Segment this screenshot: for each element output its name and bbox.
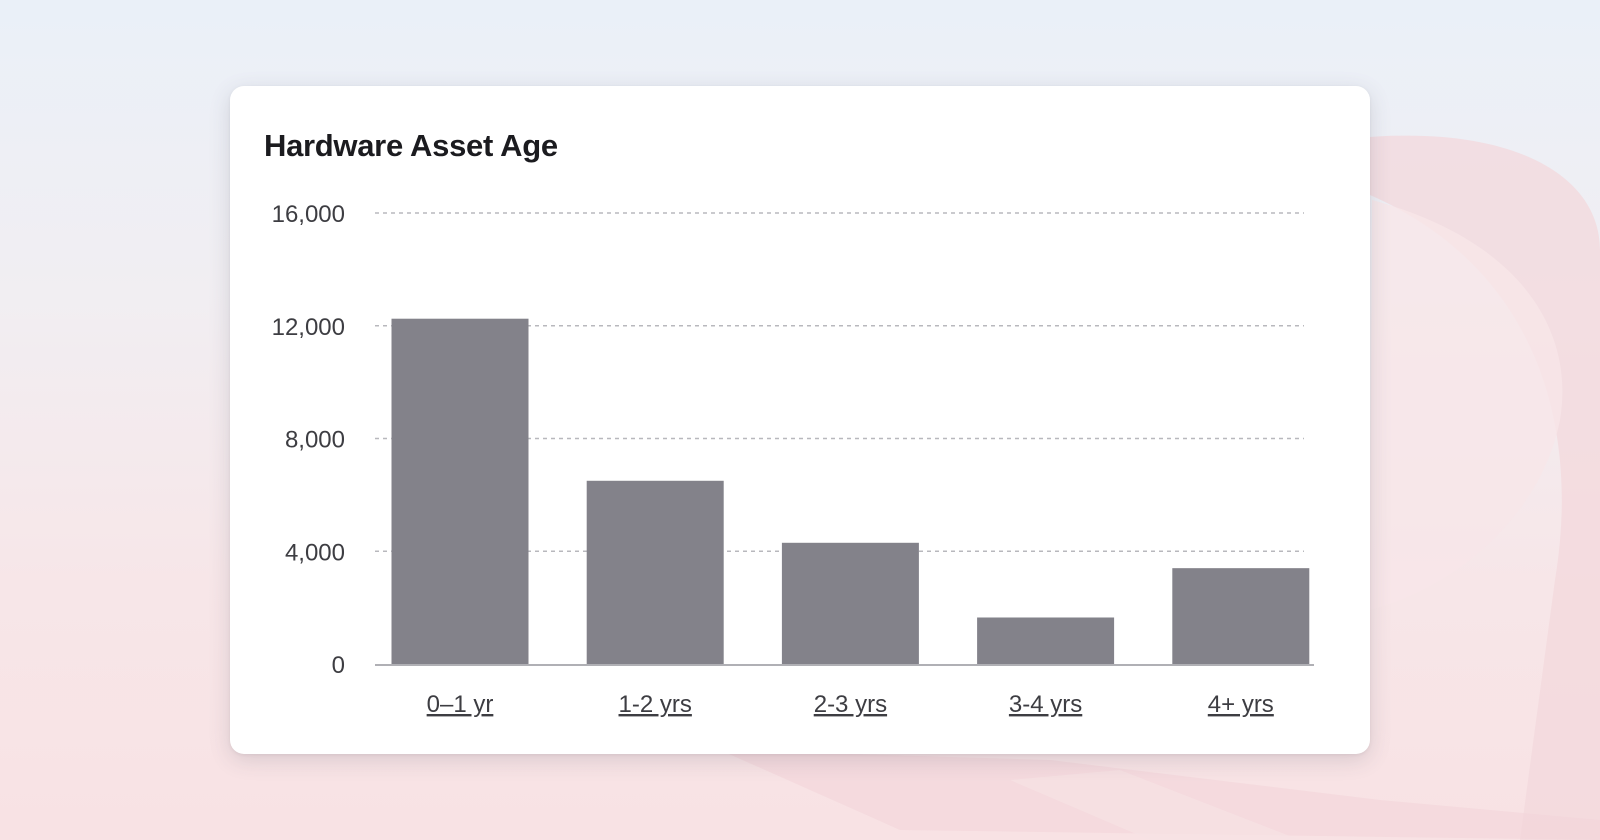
y-tick-label: 12,000 [272, 314, 345, 341]
x-category-label[interactable]: 0–1 yr [427, 691, 494, 718]
bar-chart: 0 4,000 8,000 12,000 16,000 0–1 yr 1-2 yrs 2-3… [272, 201, 1314, 718]
x-category-label[interactable]: 2-3 yrs [814, 691, 887, 718]
bar[interactable] [1172, 568, 1310, 664]
bar[interactable] [977, 617, 1115, 664]
y-tick-label: 4,000 [285, 539, 345, 566]
y-tick-label: 8,000 [285, 427, 345, 454]
x-category-label[interactable]: 3-4 yrs [1009, 691, 1082, 718]
bar[interactable] [391, 318, 529, 664]
bar[interactable] [586, 480, 724, 664]
y-tick-label: 16,000 [272, 201, 345, 228]
chart-title: Hardware Asset Age [264, 128, 558, 163]
y-tick-labels: 0 4,000 8,000 12,000 16,000 [272, 201, 345, 679]
x-category-label[interactable]: 4+ yrs [1208, 691, 1274, 718]
y-tick-label: 0 [332, 652, 345, 679]
bar[interactable] [781, 542, 919, 664]
x-category-label[interactable]: 1-2 yrs [619, 691, 692, 718]
bars [391, 318, 1310, 664]
chart-card: Hardware Asset Age 0 4,000 8,000 12,000 16,0… [230, 86, 1370, 754]
x-category-labels: 0–1 yr 1-2 yrs 2-3 yrs 3-4 yrs 4+ yrs [427, 691, 1274, 718]
